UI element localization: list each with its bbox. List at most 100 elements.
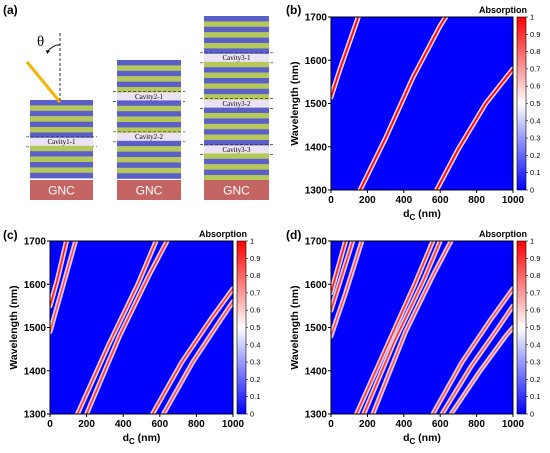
x-tick-label: 400 [395,195,412,206]
panel-d: (d) 0 200 400 600 800 1000 1300 1400 1500 1600 1700… [286,228,540,446]
stack-layer [117,81,181,88]
colorbar-tick-label: 0.9 [530,30,540,39]
stack-layer [30,116,93,122]
stack-layer [30,151,93,157]
y-tick-label: 1400 [24,366,47,377]
cavity-layer [30,137,93,146]
resonance-band [430,286,513,414]
band-core [372,241,452,414]
angle-arrow-icon [46,50,50,54]
resonance-band [370,241,454,414]
band-core [331,241,347,294]
band-core [363,241,441,414]
stack-layer [117,140,181,147]
stack-layer [117,157,181,163]
colorbar-tick-label: 0.5 [530,323,540,332]
band-core [331,241,363,337]
stack-layer [117,87,181,93]
stack-layer [30,132,93,138]
stack-layer [30,100,93,106]
band-core [331,241,354,311]
cavity-label: Cavity3-1 [223,54,251,62]
x-tick-label: 400 [115,419,132,430]
stack-layer [204,158,269,165]
stack-layer [117,127,181,133]
panel-label: (c) [3,228,18,242]
colorbar-tick-label: 0.5 [250,323,260,332]
colorbar-tick-label: 0.4 [530,116,540,125]
colorbar-tick-label: 1 [530,13,534,22]
stack-layer [30,127,93,133]
resonance-band [50,241,69,309]
stack-layer [117,70,181,77]
colorbar-tick-label: 0.1 [530,392,540,401]
y-tick-label: 1500 [305,323,328,334]
y-tick-label: 1700 [24,237,47,248]
cavity-layer [204,145,269,154]
substrate-label: GNC [136,184,163,198]
stack-layer [204,94,269,100]
cavity: Cavity3-1 [200,52,273,64]
cavity: Cavity2-2 [113,131,185,143]
colorbar-gradient [516,240,527,415]
stack-layer [204,43,269,49]
colorbar-tick-label: 0.7 [530,64,540,73]
band-core [151,287,233,414]
band-core [50,241,68,307]
colorbar-tick-label: 0.7 [530,288,540,297]
cavity-layer [204,99,269,108]
x-tick-label: 1000 [502,419,525,430]
stack-layer [204,67,269,73]
band-core [435,68,513,190]
stack-layer [30,110,93,117]
y-axis-title: Wavelength (nm) [8,285,20,369]
y-tick-label: 1700 [305,13,328,24]
colorbar-tick-label: 0.8 [530,271,540,280]
x-axis-title: dC (nm) [403,432,441,446]
substrate-gnc [30,180,93,200]
stack-layer [204,61,269,68]
stack-layer [117,151,181,158]
stack-layer [117,146,181,152]
stack-layer [204,16,269,22]
colorbar-tick-label: 0.6 [530,82,540,91]
panel-label: (d) [286,228,301,242]
x-tick-label: 600 [432,195,449,206]
cavity: Cavity3-3 [200,144,273,155]
x-tick-label: 400 [395,419,412,430]
resonance-band [357,17,449,190]
y-tick-label: 1500 [24,323,47,334]
stack-layer [30,167,93,173]
colorbar-tick-label: 0.2 [250,375,260,384]
cavity-label: Cavity2-1 [135,93,163,101]
x-tick-label: 600 [151,419,168,430]
stack-layer [204,21,269,27]
band-core [162,300,233,414]
colorbar-title: Absorption [199,229,247,239]
y-tick-label: 1300 [305,186,328,197]
cavity-label: Cavity3-2 [223,100,251,108]
y-tick-label: 1600 [24,280,47,291]
x-axis-title: dC (nm) [403,208,441,222]
band-core [450,326,513,414]
resonance-band [331,241,365,339]
x-tick-label: 200 [359,195,376,206]
colorbar-tick-label: 0 [250,410,254,419]
panel-b: (b) 0 200 400 600 800 1000 1300 1400 1500 1600 1700… [286,3,540,222]
band-core [76,241,157,414]
colorbar-tick-label: 0 [530,410,534,419]
stack-layer [117,100,181,106]
stack-layer [117,65,181,71]
resonance-bands [331,17,513,190]
cavity-label: Cavity1-1 [48,138,76,146]
heatmap-background [331,17,513,190]
substrate-label: GNC [48,184,75,198]
colorbar-tick-label: 0.7 [250,288,260,297]
stack-layer [117,60,181,66]
cavity: Cavity3-2 [200,98,273,109]
y-tick-label: 1300 [24,410,47,421]
stack-layer [30,162,93,168]
colorbar-tick-label: 0.6 [250,306,260,315]
stack-layer [204,37,269,44]
x-tick-label: 800 [188,419,205,430]
